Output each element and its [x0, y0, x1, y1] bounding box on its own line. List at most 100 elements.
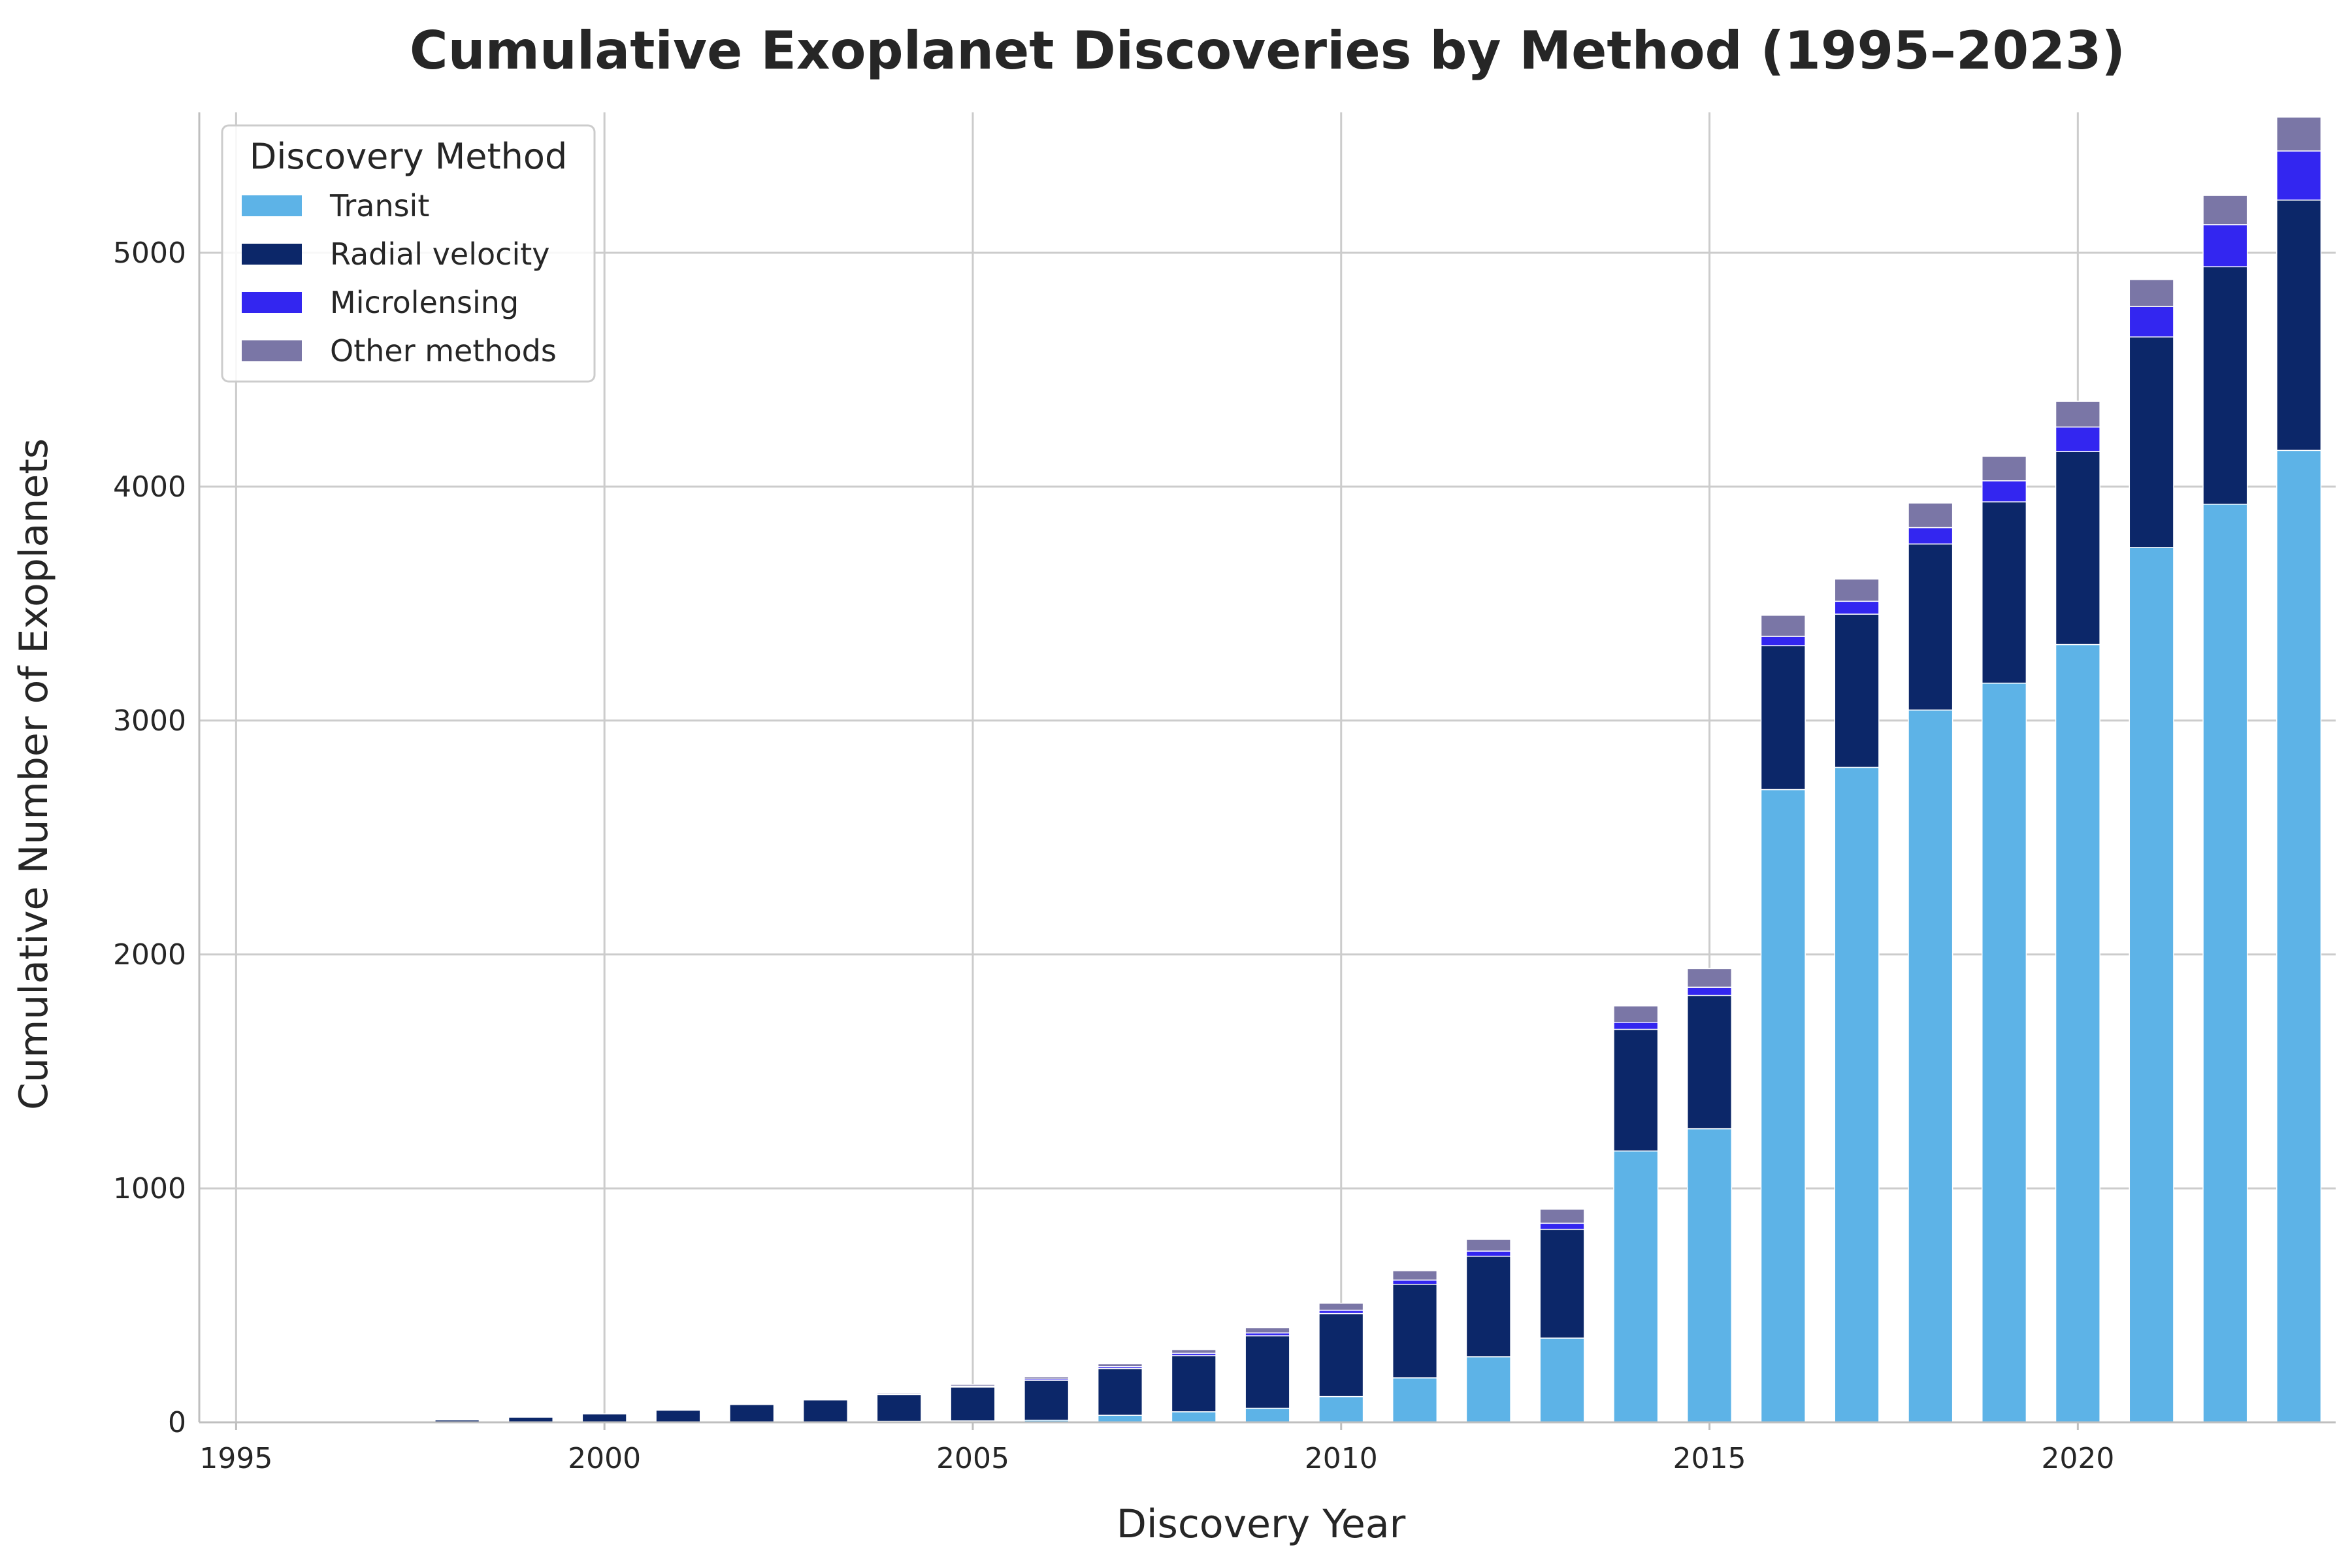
bar-microlensing-2011 [1392, 1279, 1438, 1285]
bar-other-methods-2012 [1465, 1239, 1511, 1252]
bars [213, 116, 2322, 1423]
y-tick-label: 0 [168, 1406, 186, 1439]
bar-radial-velocity-2023 [2276, 199, 2322, 451]
bar-radial-velocity-2002 [729, 1404, 775, 1423]
y-tick-label: 3000 [113, 704, 186, 738]
bar-other-methods-2015 [1686, 968, 1733, 988]
x-tick-label: 2005 [936, 1442, 1009, 1475]
x-tick-label: 2010 [1305, 1442, 1378, 1475]
bar-transit-2016 [1760, 789, 1806, 1423]
bar-radial-velocity-2015 [1686, 994, 1733, 1130]
bar-transit-2017 [1834, 766, 1880, 1423]
bar-other-methods-2006 [1024, 1376, 1070, 1380]
bar-radial-velocity-2001 [655, 1409, 701, 1423]
x-tick-label: 1995 [199, 1442, 272, 1475]
bar-transit-2012 [1465, 1356, 1511, 1423]
legend-frame [221, 124, 596, 383]
bar-radial-velocity-2016 [1760, 645, 1806, 791]
bar-radial-velocity-2003 [802, 1399, 849, 1423]
bar-radial-velocity-2008 [1171, 1355, 1217, 1413]
bar-transit-2018 [1908, 710, 1953, 1423]
bar-microlensing-2019 [1982, 480, 2027, 502]
bar-transit-2015 [1686, 1128, 1733, 1423]
bar-other-methods-2023 [2276, 116, 2322, 152]
bar-transit-2010 [1318, 1396, 1364, 1423]
bar-microlensing-2016 [1760, 636, 1806, 647]
y-tick-label: 1000 [113, 1172, 186, 1205]
bar-radial-velocity-2017 [1834, 613, 1880, 768]
legend-label-microlensing: Microlensing [330, 285, 519, 320]
bar-radial-velocity-2019 [1982, 501, 2027, 684]
bar-transit-2020 [2055, 644, 2100, 1423]
bar-microlensing-2017 [1834, 600, 1880, 615]
bar-microlensing-2012 [1465, 1250, 1511, 1257]
bar-radial-velocity-2005 [950, 1386, 996, 1422]
bar-transit-2011 [1392, 1377, 1438, 1423]
bar-transit-2009 [1245, 1407, 1290, 1423]
legend-label-other-methods: Other methods [330, 333, 557, 368]
chart-title: Cumulative Exoplanet Discoveries by Meth… [410, 20, 2125, 81]
bar-other-methods-2014 [1613, 1005, 1659, 1023]
bar-microlensing-2022 [2202, 224, 2248, 268]
bar-radial-velocity-2006 [1024, 1380, 1070, 1421]
bar-microlensing-2020 [2055, 426, 2100, 452]
bar-radial-velocity-2004 [876, 1394, 922, 1422]
bar-transit-2007 [1097, 1414, 1143, 1423]
bar-transit-2014 [1613, 1150, 1659, 1423]
bar-other-methods-2016 [1760, 615, 1806, 637]
x-tick-label: 2000 [568, 1442, 641, 1475]
legend-swatch-microlensing [242, 292, 302, 313]
bar-microlensing-2021 [2129, 306, 2174, 338]
bar-other-methods-2018 [1908, 502, 1953, 529]
bar-transit-2023 [2276, 449, 2322, 1423]
bar-other-methods-2013 [1539, 1209, 1585, 1224]
bar-transit-2022 [2202, 503, 2248, 1423]
bar-microlensing-2015 [1686, 987, 1733, 996]
bar-transit-2021 [2129, 547, 2174, 1423]
x-tick-labels: 1995 2000 2005 2010 2015 2020 [199, 1442, 2114, 1475]
bar-other-methods-2020 [2055, 400, 2100, 428]
bar-transit-2013 [1539, 1337, 1585, 1423]
bar-radial-velocity-2007 [1097, 1367, 1143, 1416]
bar-radial-velocity-2020 [2055, 451, 2100, 645]
legend-title: Discovery Method [250, 136, 567, 177]
y-axis-label: Cumulative Number of Exoplanets [11, 438, 57, 1110]
bar-radial-velocity-2014 [1613, 1028, 1659, 1152]
bar-radial-velocity-2010 [1318, 1313, 1364, 1397]
bar-other-methods-2004 [876, 1392, 922, 1395]
bar-radial-velocity-2013 [1539, 1228, 1585, 1339]
bar-radial-velocity-2000 [581, 1413, 627, 1423]
legend-label-radial-velocity: Radial velocity [330, 237, 550, 272]
legend-label-transit: Transit [329, 188, 429, 223]
bar-other-methods-2022 [2202, 195, 2248, 225]
legend-swatch-transit [242, 195, 302, 216]
bar-microlensing-2018 [1908, 527, 1953, 545]
y-tick-labels: 0 1000 2000 3000 4000 5000 [113, 237, 186, 1439]
bar-other-methods-2002 [729, 1403, 775, 1405]
bar-other-methods-2019 [1982, 455, 2027, 482]
bar-other-methods-2009 [1245, 1327, 1290, 1333]
x-tick-label: 2015 [1673, 1442, 1746, 1475]
bar-other-methods-2017 [1834, 578, 1880, 602]
bar-radial-velocity-2009 [1245, 1335, 1290, 1409]
y-tick-label: 4000 [113, 470, 186, 504]
axes [198, 112, 2336, 1430]
bar-microlensing-2014 [1613, 1022, 1659, 1030]
bar-radial-velocity-2021 [2129, 336, 2174, 548]
bar-other-methods-2011 [1392, 1270, 1438, 1281]
bar-other-methods-2021 [2129, 279, 2174, 307]
bar-transit-2019 [1982, 682, 2027, 1423]
bar-other-methods-2007 [1097, 1363, 1143, 1367]
bar-microlensing-2010 [1318, 1309, 1364, 1315]
bar-radial-velocity-2012 [1465, 1256, 1511, 1358]
bar-other-methods-2008 [1171, 1348, 1217, 1354]
bar-transit-2008 [1171, 1411, 1217, 1423]
x-axis-label: Discovery Year [1117, 1501, 1406, 1547]
y-tick-label: 5000 [113, 237, 186, 270]
legend-swatch-radial-velocity [242, 244, 302, 265]
bar-microlensing-2013 [1539, 1222, 1585, 1230]
x-tick-label: 2020 [2041, 1442, 2114, 1475]
legend-swatch-other-methods [242, 340, 302, 361]
bar-other-methods-2005 [950, 1384, 996, 1387]
